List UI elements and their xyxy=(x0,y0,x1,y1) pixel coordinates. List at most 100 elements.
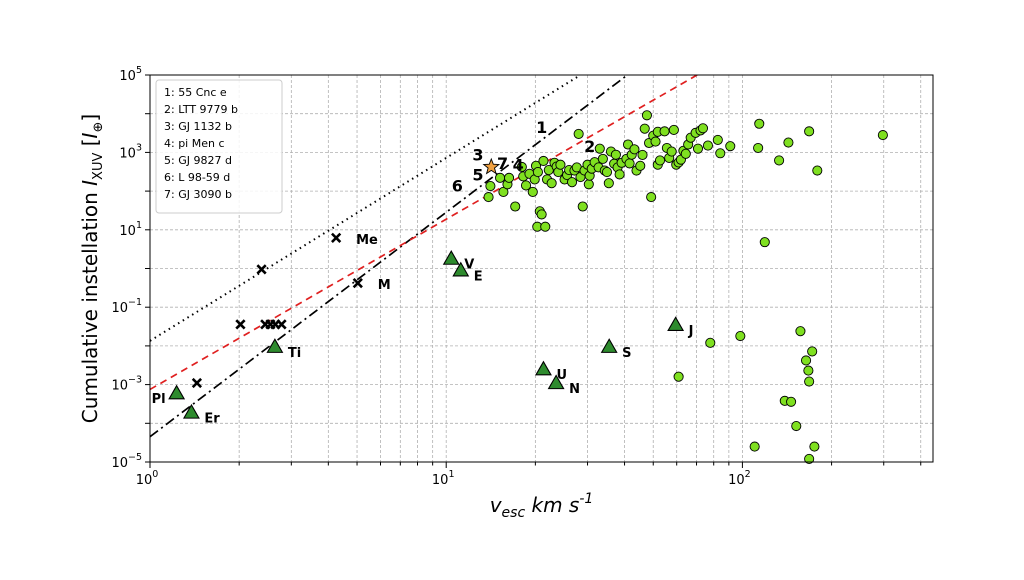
exoplanet-point xyxy=(804,453,815,464)
planet-number-label: 2 xyxy=(584,137,595,156)
y-tick-label: 10−3 xyxy=(111,375,142,394)
exoplanet-point xyxy=(803,365,814,376)
exoplanet-point xyxy=(754,118,765,129)
point-labels: VE J S UN Ti Pl Er Me M 1 2 3 7 4 56 xyxy=(152,118,694,426)
x-tick-label: 102 xyxy=(728,469,751,488)
exoplanet-point xyxy=(573,128,584,139)
solar-system-label: N xyxy=(569,382,580,397)
x-marker-label: M xyxy=(378,278,391,293)
solar-system-triangle xyxy=(452,261,470,277)
x-marker xyxy=(352,277,363,289)
x-marker xyxy=(235,319,246,330)
legend-entry: 2: LTT 9779 b xyxy=(164,103,238,116)
solar-system-label: Er xyxy=(204,412,220,427)
legend-entry: 6: L 98-59 d xyxy=(164,171,230,184)
legend-entry: 7: GJ 3090 b xyxy=(164,188,232,201)
exoplanet-point xyxy=(601,167,613,178)
exoplanet-point xyxy=(597,153,608,164)
legend-entry: 3: GJ 1132 b xyxy=(164,120,232,133)
exoplanet-point xyxy=(804,376,815,387)
exoplanet-point xyxy=(629,144,640,155)
exoplanet-point xyxy=(504,172,515,183)
planet-number-label: 6 xyxy=(452,176,463,195)
legend-entry: 5: GJ 9827 d xyxy=(164,154,232,167)
solar-system-label: J xyxy=(688,324,694,339)
exoplanet-point xyxy=(877,130,888,141)
planet-number-label: 4 xyxy=(513,155,524,174)
x-marker xyxy=(276,319,287,330)
trend-line-dashed xyxy=(150,75,698,391)
exoplanet-point xyxy=(786,396,797,407)
x-tick-label: 100 xyxy=(136,469,159,488)
exoplanet-point xyxy=(637,149,648,160)
solar-system-triangle xyxy=(182,403,200,419)
exoplanet-point xyxy=(527,186,538,198)
exoplanet-point xyxy=(546,178,557,189)
exoplanet-point xyxy=(680,148,691,159)
solar-system-label: Ti xyxy=(288,346,301,361)
exoplanet-point xyxy=(641,110,652,121)
exoplanet-point xyxy=(804,126,815,137)
x-tick-label: 101 xyxy=(432,469,455,488)
planet-number-label: 5 xyxy=(472,165,483,184)
exoplanet-point xyxy=(639,123,650,134)
exoplanet-point xyxy=(538,155,549,167)
exoplanet-point xyxy=(725,141,736,152)
exoplanet-point xyxy=(614,169,625,180)
exoplanet-point xyxy=(807,346,818,357)
exoplanet-point xyxy=(577,201,588,212)
data-points xyxy=(168,110,888,464)
exoplanet-point xyxy=(654,155,666,166)
solar-system-label: U xyxy=(556,368,567,383)
solar-system-triangle xyxy=(600,338,618,353)
exoplanet-point xyxy=(603,178,614,189)
solar-system-triangle xyxy=(535,360,552,376)
exoplanet-point xyxy=(624,158,635,169)
exoplanet-point xyxy=(520,180,532,191)
y-tick-label: 105 xyxy=(119,65,142,84)
exoplanet-point xyxy=(540,221,551,232)
exoplanet-point xyxy=(673,371,684,382)
exoplanet-point xyxy=(697,123,709,134)
exoplanet-point xyxy=(702,140,713,151)
x-axis-label: vesc km s-1 xyxy=(490,491,594,521)
x-marker xyxy=(256,264,267,275)
solar-system-triangle xyxy=(266,338,284,353)
solar-system-label: Pl xyxy=(152,392,166,407)
solar-system-triangle xyxy=(168,384,186,400)
exoplanet-point xyxy=(791,420,802,432)
exoplanet-point xyxy=(594,143,605,154)
exoplanet-point xyxy=(783,137,794,148)
solar-system-triangle xyxy=(667,316,685,332)
planet-number-label: 3 xyxy=(472,146,483,165)
solar-system-label: S xyxy=(622,346,631,361)
exoplanet-point xyxy=(510,201,521,212)
legend: 1: 55 Cnc e 2: LTT 9779 b 3: GJ 1132 b 4: p… xyxy=(155,79,283,214)
x-marker xyxy=(191,377,203,389)
y-tick-label: 103 xyxy=(119,142,142,161)
exoplanet-point xyxy=(800,355,812,366)
exoplanet-point xyxy=(646,192,657,203)
solar-system-label: E xyxy=(474,269,483,284)
exoplanet-point xyxy=(705,337,716,348)
exoplanet-point xyxy=(498,186,509,198)
x-marker-label: Me xyxy=(356,233,378,248)
solar-system-label: V xyxy=(464,258,474,273)
solar-system-triangle xyxy=(547,374,565,390)
exoplanet-point xyxy=(774,155,785,166)
exoplanet-point xyxy=(635,160,646,171)
exoplanet-point xyxy=(735,330,746,342)
planet-number-label: 7 xyxy=(497,154,508,173)
legend-entry: 1: 55 Cnc e xyxy=(164,86,227,99)
exoplanet-point xyxy=(659,126,670,137)
y-axis-label: Cumulative instellation IXUV [I⊕] xyxy=(78,114,106,423)
exoplanet-point xyxy=(495,172,506,183)
exoplanet-point xyxy=(749,441,760,452)
exoplanet-point xyxy=(485,181,496,192)
exoplanet-point xyxy=(610,149,621,160)
exoplanet-point xyxy=(795,326,806,337)
exoplanet-point xyxy=(666,146,677,157)
exoplanet-point xyxy=(555,159,566,170)
exoplanet-point xyxy=(536,209,547,220)
